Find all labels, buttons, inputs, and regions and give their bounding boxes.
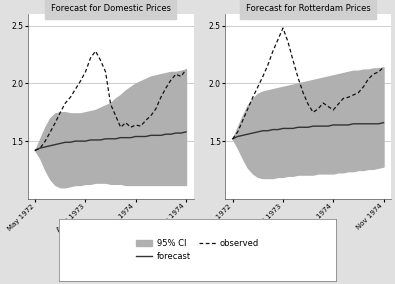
Title: Forecast for Rotterdam Prices: Forecast for Rotterdam Prices: [246, 5, 371, 13]
Legend: 95% CI, forecast, observed: 95% CI, forecast, observed: [132, 235, 263, 264]
Title: Forecast for Domestic Prices: Forecast for Domestic Prices: [51, 5, 171, 13]
